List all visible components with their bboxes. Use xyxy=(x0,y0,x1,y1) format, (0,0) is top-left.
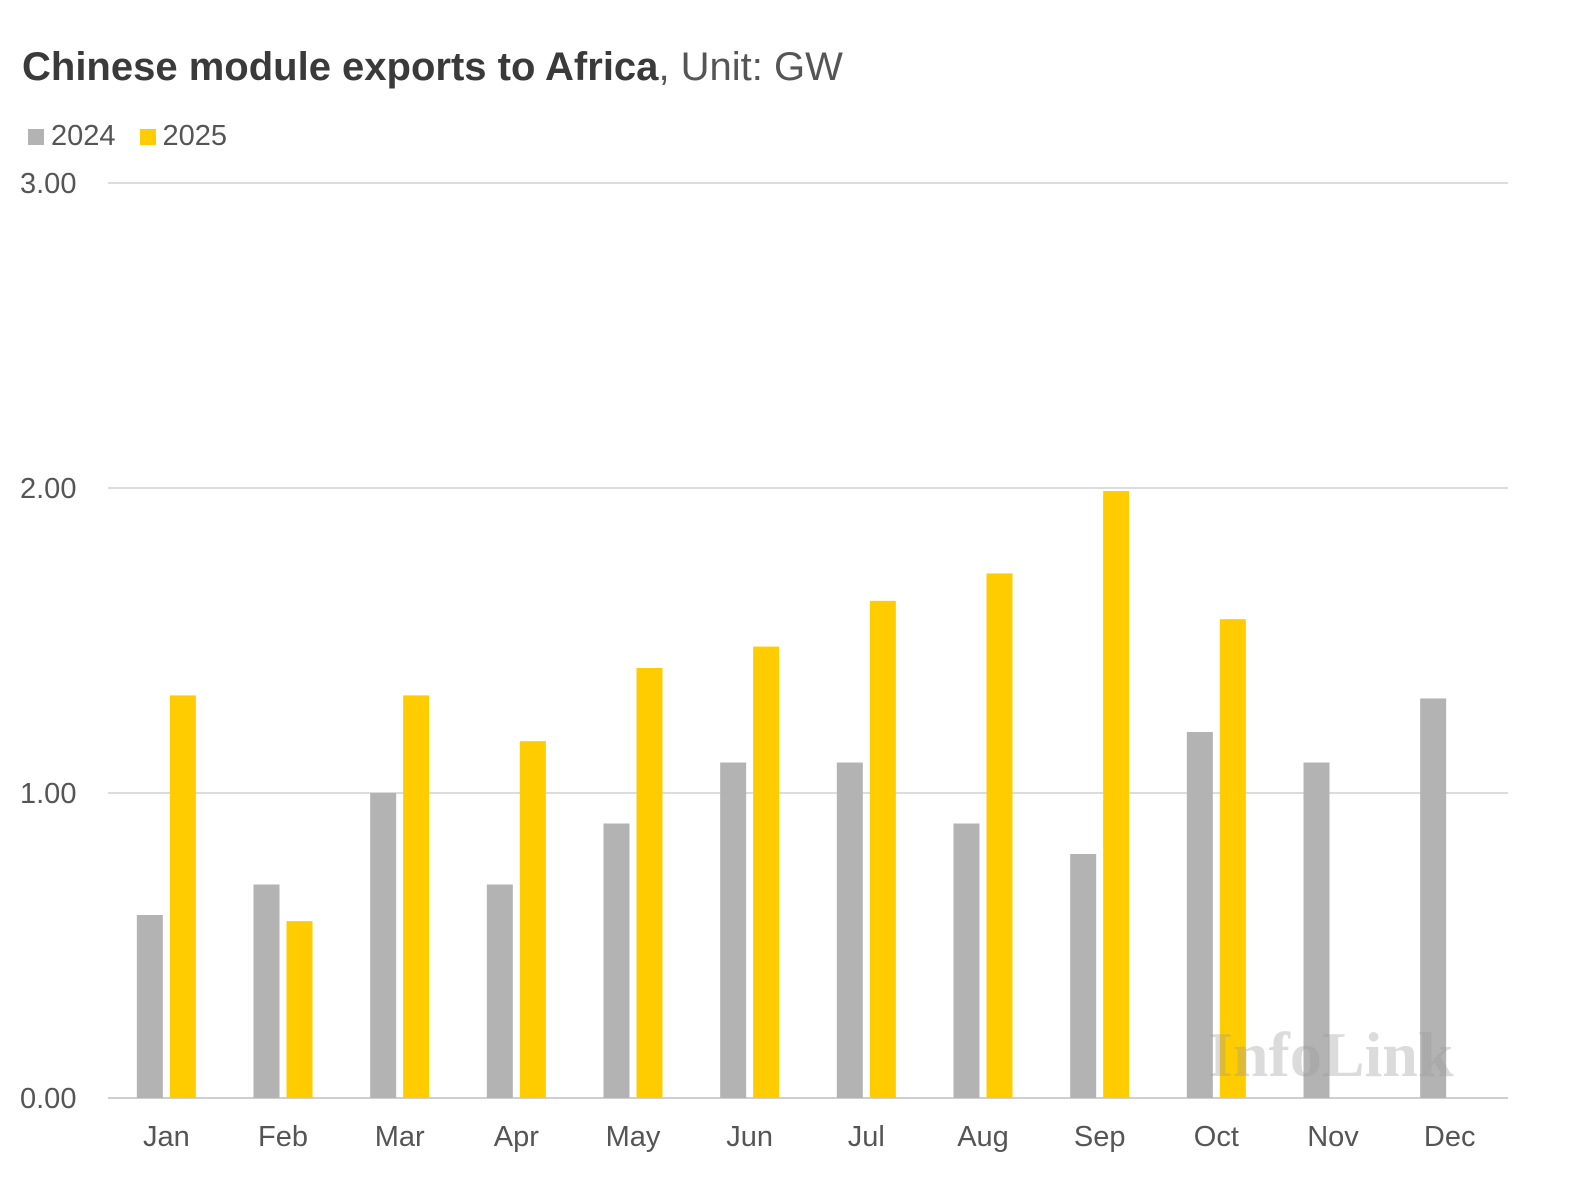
bar-2024-sep[interactable] xyxy=(1070,854,1097,1098)
bar-2025-apr[interactable] xyxy=(519,741,546,1098)
x-tick-label-sep: Sep xyxy=(1074,1121,1126,1153)
x-tick-label-dec: Dec xyxy=(1424,1121,1476,1153)
bar-2024-dec[interactable] xyxy=(1420,698,1447,1098)
bar-2025-jul[interactable] xyxy=(869,600,896,1098)
legend-item-2024[interactable]: 2024 xyxy=(28,120,116,153)
bar-2024-jul[interactable] xyxy=(836,762,863,1099)
x-tick-label-feb: Feb xyxy=(258,1121,308,1153)
bar-2025-aug[interactable] xyxy=(986,573,1013,1098)
x-tick-label-may: May xyxy=(606,1121,661,1153)
legend-label-2024: 2024 xyxy=(51,120,116,152)
bar-2024-oct[interactable] xyxy=(1186,732,1213,1098)
bar-2024-mar[interactable] xyxy=(370,793,397,1098)
x-tick-label-jun: Jun xyxy=(726,1121,773,1153)
bar-2025-oct[interactable] xyxy=(1219,619,1246,1098)
y-tick-label: 0.00 xyxy=(20,1083,76,1115)
chart-title-unit: , Unit: GW xyxy=(658,45,843,89)
x-tick-label-jul: Jul xyxy=(848,1121,885,1153)
bar-2024-aug[interactable] xyxy=(953,823,980,1099)
x-tick-label-nov: Nov xyxy=(1307,1121,1359,1153)
bar-2024-feb[interactable] xyxy=(253,884,280,1099)
legend-label-2025: 2025 xyxy=(162,120,228,152)
bar-2025-jan[interactable] xyxy=(169,695,196,1098)
y-tick-label: 3.00 xyxy=(20,168,76,200)
bar-2024-jan[interactable] xyxy=(136,915,163,1098)
legend-swatch-2025 xyxy=(139,128,156,145)
legend-swatch-2024 xyxy=(28,128,44,145)
chart-title: Chinese module exports to Africa, Unit: … xyxy=(22,40,843,94)
y-tick-label: 1.00 xyxy=(20,778,76,810)
bar-2024-jun[interactable] xyxy=(720,762,747,1099)
y-tick-label: 2.00 xyxy=(20,473,76,505)
infolink-watermark: InfoLink xyxy=(1208,1019,1454,1090)
chart-title-main: Chinese module exports to Africa xyxy=(22,45,659,89)
x-tick-label-mar: Mar xyxy=(375,1121,425,1153)
bar-2025-jun[interactable] xyxy=(753,646,780,1098)
bar-2025-sep[interactable] xyxy=(1103,491,1130,1098)
chart-legend: 2024 2025 xyxy=(28,120,251,153)
x-tick-label-apr: Apr xyxy=(494,1121,539,1153)
bar-2025-feb[interactable] xyxy=(286,921,313,1098)
legend-item-2025[interactable]: 2025 xyxy=(139,120,228,153)
bar-2024-nov[interactable] xyxy=(1303,762,1330,1099)
x-tick-label-oct: Oct xyxy=(1194,1121,1239,1153)
bar-2024-apr[interactable] xyxy=(486,884,513,1099)
x-tick-label-jan: Jan xyxy=(143,1121,190,1153)
x-tick-label-aug: Aug xyxy=(957,1121,1009,1153)
bar-2025-mar[interactable] xyxy=(403,695,430,1098)
bar-2025-may[interactable] xyxy=(636,667,663,1098)
bar-2024-may[interactable] xyxy=(603,823,630,1099)
